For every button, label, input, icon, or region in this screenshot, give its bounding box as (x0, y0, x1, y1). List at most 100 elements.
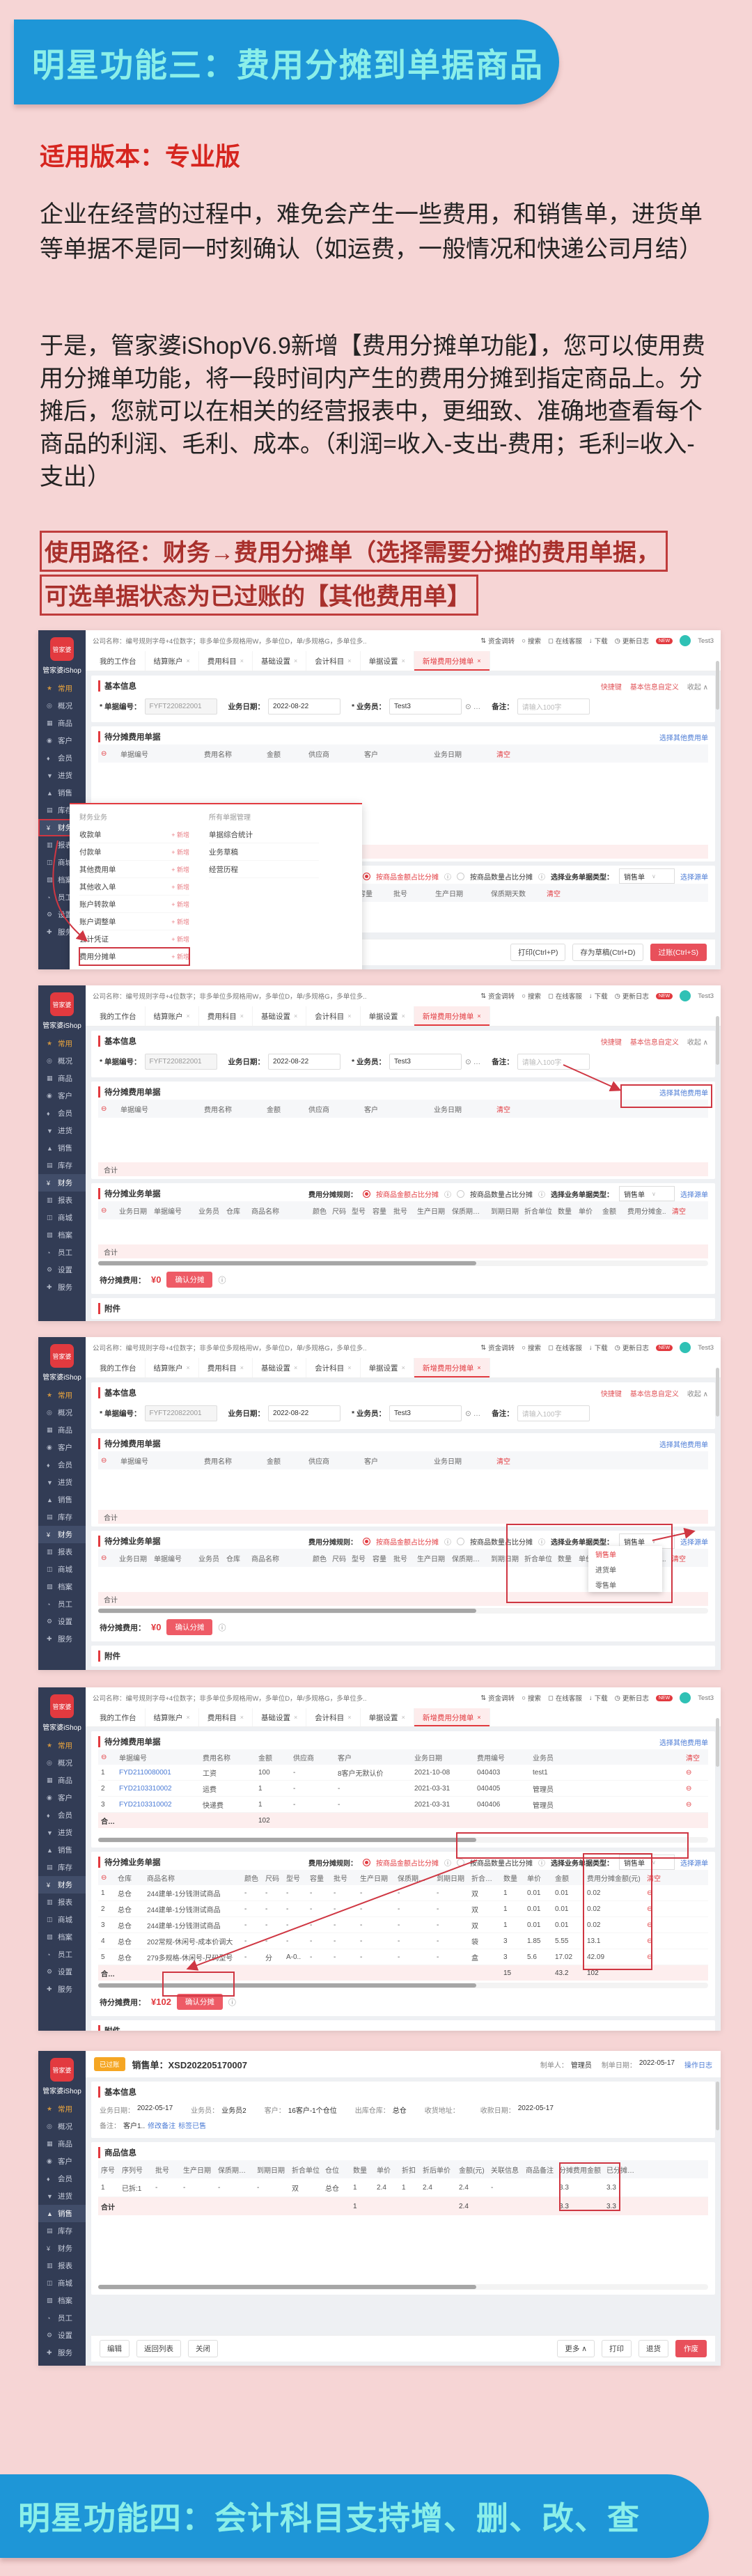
delete-row-icon[interactable]: ⊖ (101, 1206, 107, 1215)
radio-icon[interactable] (457, 1858, 464, 1866)
sidebar-item[interactable]: ✚ 服务 (38, 2344, 86, 2362)
add-new-link[interactable]: + 新增 (171, 900, 189, 908)
sidebar-item[interactable]: ♦ 会员 (38, 1104, 86, 1122)
delete-row-icon[interactable]: ⊖ (101, 1554, 107, 1562)
topbar-action[interactable]: ◻ 在线客服 (547, 637, 582, 646)
tab[interactable]: 会计科目 × (306, 1708, 361, 1726)
sidebar-item[interactable]: ▤ 库存 (38, 1157, 86, 1174)
tab-active[interactable]: 新增费用分摊单 × (414, 1708, 490, 1726)
more-button[interactable]: 更多 ∧ (557, 2340, 595, 2357)
sidebar-item[interactable]: ◉ 客户 (38, 2153, 86, 2170)
close-icon[interactable]: × (401, 1714, 405, 1721)
radio-selected-icon[interactable] (363, 1189, 370, 1198)
tab[interactable]: 会计科目 × (306, 1358, 361, 1377)
sidebar-item[interactable]: ▤ 库存 (38, 1859, 86, 1876)
rule-by-qty[interactable]: 按商品数量占比分摊 (470, 873, 533, 882)
date-input[interactable]: 2022-08-22 (268, 698, 341, 715)
choose-fee-link[interactable]: 选择其他费用单 (659, 1441, 708, 1449)
post-button[interactable]: 过账(Ctrl+S) (650, 944, 707, 961)
sidebar-item[interactable]: ▼ 进货 (38, 767, 86, 784)
add-new-link[interactable]: + 新增 (171, 866, 189, 873)
sidebar-item[interactable]: ▤ 库存 (38, 802, 86, 819)
menu-item[interactable]: 单据综合统计 (209, 826, 319, 843)
topbar-action[interactable]: ⇅ 资金调转 (480, 1694, 515, 1703)
tab-home[interactable]: 我的工作台 (91, 1708, 146, 1726)
add-new-link[interactable]: + 新增 (171, 953, 189, 960)
close-icon[interactable]: × (347, 657, 352, 664)
sidebar-item[interactable]: ¥ 财务 (38, 2240, 86, 2257)
menu-item[interactable]: 业务草稿 (209, 843, 319, 861)
clerk-more-icon[interactable]: ⊙ … (465, 1057, 481, 1066)
topbar-action[interactable]: ◷ 更新日志 (614, 1694, 649, 1703)
scrollbar[interactable] (716, 1016, 719, 1065)
sidebar-item[interactable]: ▦ 商品 (38, 2135, 86, 2153)
clear-link[interactable]: 清空 (547, 890, 561, 898)
sidebar-item[interactable]: ⚙ 设置 (38, 1963, 86, 1981)
delete-row-icon[interactable]: ⊖ (647, 1953, 653, 1961)
tab[interactable]: 基础设置 × (253, 1006, 307, 1026)
clear-link[interactable]: 清空 (496, 1106, 510, 1114)
menu-item[interactable]: 付款单 + 新增 (79, 843, 189, 861)
sidebar-item[interactable]: ▲ 销售 (38, 2205, 86, 2222)
topbar-action[interactable]: ○ 搜索 (522, 1694, 541, 1703)
add-new-link[interactable]: + 新增 (171, 883, 189, 891)
clear-link[interactable]: 清空 (496, 751, 510, 759)
sidebar-item[interactable]: ◉ 客户 (38, 1087, 86, 1104)
menu-item[interactable]: 收款单 + 新增 (79, 826, 189, 843)
topbar-action[interactable]: ◻ 在线客服 (547, 1694, 582, 1703)
sidebar-item[interactable]: ★ 常用 (38, 680, 86, 697)
close-icon[interactable]: × (186, 657, 190, 664)
radio-selected-icon[interactable] (363, 1858, 370, 1866)
clear-link[interactable]: 清空 (686, 1754, 700, 1763)
rule-by-amount[interactable]: 按商品金额占比分摊 (376, 873, 439, 882)
sidebar-item[interactable]: ▤ 库存 (38, 2222, 86, 2240)
choose-fee-link[interactable]: 选择其他费用单 (659, 1739, 708, 1747)
topbar-action[interactable]: ○ 搜索 (522, 637, 541, 646)
tab[interactable]: 单据设置 × (361, 1006, 414, 1026)
delete-row-icon[interactable]: ⊖ (101, 1456, 107, 1465)
sidebar-item[interactable]: ★ 常用 (38, 1737, 86, 1754)
tab[interactable]: 基础设置 × (253, 1358, 307, 1377)
radio-icon[interactable] (457, 1537, 464, 1545)
sidebar-item[interactable]: ✚ 服务 (38, 1981, 86, 1998)
sidebar-item[interactable]: ◎ 概况 (38, 1052, 86, 1070)
radio-icon[interactable] (457, 1189, 464, 1198)
custom-link[interactable]: 基本信息自定义 (629, 683, 679, 692)
close-icon[interactable]: × (401, 657, 405, 664)
close-icon[interactable]: × (401, 1013, 405, 1020)
collapse-link[interactable]: 收起 ∧ (687, 1038, 708, 1047)
date-input[interactable]: 2022-08-22 (268, 1054, 341, 1070)
topbar-action[interactable]: ↓ 下载 (588, 992, 608, 1001)
delete-row-icon[interactable]: ⊖ (101, 1104, 107, 1113)
sidebar-item[interactable]: ▦ 商品 (38, 1070, 86, 1087)
horizontal-scrollbar[interactable] (98, 1837, 708, 1843)
delete-row-icon[interactable]: ⊖ (647, 1937, 653, 1945)
remark-input[interactable]: 请输入100字 (517, 1054, 590, 1070)
topbar-action[interactable]: ↓ 下载 (588, 1343, 608, 1353)
sidebar-item[interactable]: ✚ 服务 (38, 1630, 86, 1648)
close-icon[interactable]: × (240, 1364, 244, 1371)
clerk-input[interactable]: Test3 (389, 1405, 462, 1421)
sidebar-item[interactable]: ◎ 概况 (38, 1404, 86, 1421)
close-icon[interactable]: × (401, 1364, 405, 1371)
sidebar-item[interactable]: ◔ 员工 (38, 1595, 86, 1613)
sidebar-item[interactable]: ◫ 商城 (38, 1209, 86, 1226)
choose-fee-link[interactable]: 选择其他费用单 (659, 734, 708, 742)
topbar-action[interactable]: ◷ 更新日志 (614, 992, 649, 1001)
sidebar-item[interactable]: ▥ 报表 (38, 1894, 86, 1911)
sidebar-item[interactable]: ◔ 员工 (38, 1244, 86, 1261)
void-button[interactable]: 作废 (675, 2340, 707, 2357)
choose-fee-link[interactable]: 选择其他费用单 (659, 1089, 708, 1098)
sidebar-item[interactable]: ★ 常用 (38, 2100, 86, 2118)
sidebar-item[interactable]: ◔ 员工 (38, 1946, 86, 1963)
clerk-input[interactable]: Test3 (389, 1054, 462, 1070)
tab[interactable]: 会计科目 × (306, 651, 361, 671)
sidebar-item[interactable]: ▼ 进货 (38, 1474, 86, 1491)
sidebar-item[interactable]: ♦ 会员 (38, 749, 86, 767)
sidebar-item[interactable]: ¥ 财务 (38, 1526, 86, 1543)
edit-remark-link[interactable]: 修改备注 (148, 2123, 176, 2130)
avatar[interactable] (680, 635, 691, 646)
dropdown-option[interactable]: 零售单 (595, 1582, 616, 1590)
sidebar-item[interactable]: ◉ 客户 (38, 732, 86, 749)
topbar-action[interactable]: ○ 搜索 (522, 1343, 541, 1353)
